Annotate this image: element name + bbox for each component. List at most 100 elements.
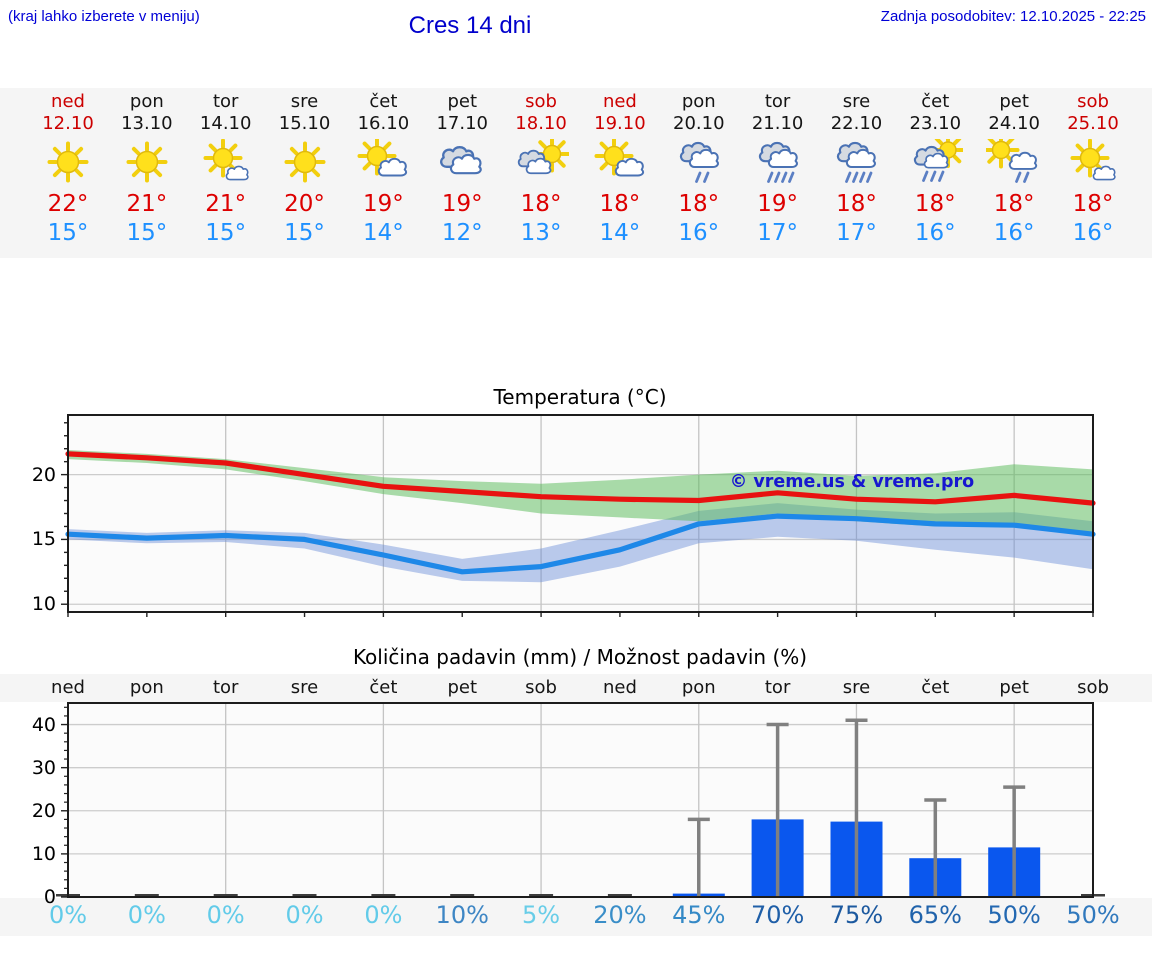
- sun-icon: [126, 141, 168, 183]
- day-max-temp: 18°: [599, 191, 641, 217]
- day-name: sre: [842, 91, 871, 112]
- day-date: 14.10: [199, 113, 252, 134]
- precip-probability-label: 75%: [829, 901, 884, 929]
- day-max-temp: 19°: [362, 191, 404, 217]
- temp-y-axis-label: 10: [31, 593, 56, 616]
- rain-4-icon: [837, 141, 877, 183]
- precip-day-label: pon: [129, 677, 164, 698]
- precip-zero-mark: [450, 894, 475, 897]
- location-hint: (kraj lahko izberete v meniju): [8, 8, 200, 25]
- weather-icon: [107, 135, 186, 189]
- temp-y-axis-label: 20: [31, 463, 56, 486]
- weather-icon: [502, 135, 581, 189]
- last-updated-label: Zadnja posodobitev: 12.10.2025 - 22:25: [880, 8, 1146, 25]
- day-column: pet 24.10 18° 16°: [975, 88, 1054, 248]
- day-name: pet: [447, 91, 477, 112]
- day-column: čet 23.10 18° 16°: [896, 88, 975, 248]
- day-min-temp: 16°: [1072, 220, 1114, 246]
- day-date: 16.10: [357, 113, 410, 134]
- day-min-temp: 14°: [362, 220, 404, 246]
- day-column: tor 14.10 21° 15°: [186, 88, 265, 248]
- precip-probability-label: 0%: [364, 901, 403, 929]
- day-max-temp: 18°: [993, 191, 1035, 217]
- precip-chart-title: Količina padavin (mm) / Možnost padavin …: [352, 645, 808, 669]
- precip-probability-label: 0%: [206, 901, 245, 929]
- page-title: Cres 14 dni: [408, 12, 532, 39]
- precip-probability-label: 50%: [987, 901, 1041, 929]
- day-name: sre: [290, 91, 319, 112]
- day-date: 18.10: [515, 113, 567, 134]
- rain-4-icon: [758, 141, 798, 183]
- day-column: pon 13.10 21° 15°: [107, 88, 186, 248]
- day-column: sre 15.10 20° 15°: [265, 88, 344, 248]
- precipitation-chart: [56, 702, 1105, 902]
- day-date: 13.10: [121, 113, 173, 134]
- day-column: sob 18.10 18° 13°: [502, 88, 581, 248]
- precip-y-axis-label: 40: [31, 713, 56, 736]
- forecast-strip: ned 12.10 22° 15° pon 13.10 21° 15° tor …: [0, 88, 1152, 258]
- weather-icon: [1054, 135, 1133, 189]
- watermark: © vreme.us & vreme.pro: [730, 472, 974, 492]
- day-date: 24.10: [988, 113, 1040, 134]
- band-max-temperature-range: [68, 450, 1093, 533]
- day-max-temp: 18°: [836, 191, 877, 217]
- day-min-temp: 15°: [205, 220, 247, 246]
- day-name: tor: [764, 91, 791, 112]
- day-column: tor 21.10 19° 17°: [738, 88, 817, 248]
- day-column: pon 20.10 18° 16°: [659, 88, 738, 248]
- day-date: 23.10: [909, 113, 962, 134]
- rain-2-icon: [679, 141, 719, 183]
- min-temp-line: [65, 513, 1096, 575]
- clouds-icon: [440, 145, 482, 175]
- precip-day-labels-strip: [0, 674, 1152, 702]
- day-max-temp: 18°: [1072, 191, 1114, 217]
- temp-chart-title: Temperatura (°C): [493, 385, 667, 409]
- day-min-temp: 15°: [284, 220, 325, 246]
- day-name: čet: [921, 91, 950, 112]
- day-min-temp: 16°: [993, 220, 1035, 246]
- day-date: 15.10: [278, 113, 331, 134]
- precip-day-label: čet: [921, 677, 950, 698]
- weather-icon: [344, 135, 423, 189]
- sun-cloud-sm-icon: [1070, 139, 1116, 181]
- precip-zero-mark: [213, 894, 238, 897]
- sun-rain-2-icon: [986, 139, 1038, 183]
- precip-day-label: ned: [51, 677, 85, 698]
- day-date: 12.10: [42, 113, 94, 134]
- precip-probability-label: 45%: [672, 901, 726, 929]
- day-column: ned 12.10 22° 15°: [29, 88, 108, 248]
- precip-day-label: sob: [1077, 677, 1109, 698]
- precip-zero-mark: [607, 894, 632, 897]
- day-min-temp: 13°: [520, 220, 562, 246]
- weather-icon: [423, 135, 502, 189]
- precip-day-label: sre: [842, 677, 871, 698]
- max-temp-line: [65, 451, 1096, 506]
- day-column: sre 22.10 18° 17°: [817, 88, 896, 248]
- day-name: sob: [525, 91, 557, 112]
- precip-zero-mark: [134, 894, 159, 897]
- day-date: 21.10: [751, 113, 804, 134]
- day-date: 22.10: [830, 113, 883, 134]
- day-min-temp: 17°: [836, 220, 877, 246]
- precip-day-label: čet: [369, 677, 398, 698]
- precip-day-label: pet: [447, 677, 477, 698]
- day-min-temp: 16°: [914, 220, 956, 246]
- day-max-temp: 21°: [205, 191, 247, 217]
- day-max-temp: 21°: [126, 191, 168, 217]
- sun-icon: [284, 141, 326, 183]
- day-max-temp: 22°: [47, 191, 89, 217]
- precip-probability-label: 65%: [908, 901, 962, 929]
- precip-probability-label: 10%: [435, 901, 489, 929]
- precip-day-label: sob: [525, 677, 557, 698]
- day-max-temp: 19°: [441, 191, 483, 217]
- precip-probability-label: 0%: [285, 901, 324, 929]
- band-min-temperature-range: [68, 503, 1093, 583]
- day-min-temp: 14°: [599, 220, 641, 246]
- precip-probability-strip: [0, 898, 1152, 936]
- day-min-temp: 12°: [441, 220, 483, 246]
- weather-icon: [975, 135, 1054, 189]
- precip-probability-label: 20%: [593, 901, 647, 929]
- precip-zero-mark: [529, 894, 554, 897]
- precip-probability-label: 0%: [48, 901, 88, 929]
